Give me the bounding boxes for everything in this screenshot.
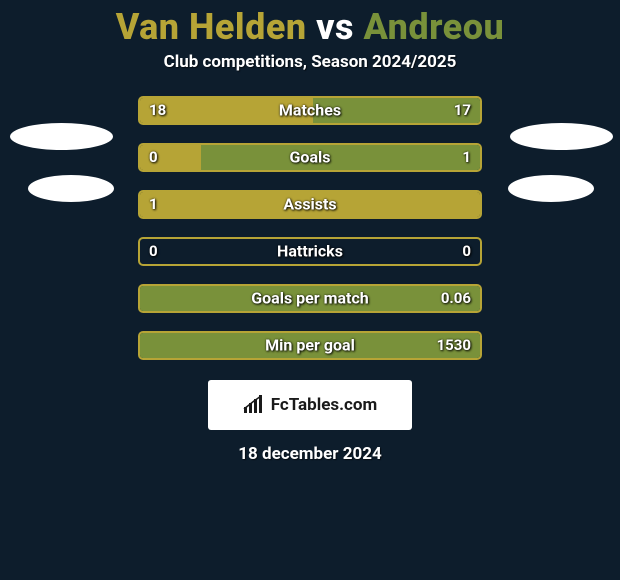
title-left: Van Helden bbox=[116, 6, 307, 48]
stat-bar-left bbox=[140, 192, 480, 217]
stat-value-right: 0 bbox=[462, 242, 471, 260]
stat-rows: Matches1817 Goals01 Assists1 Hattricks0 0 Goa… bbox=[0, 96, 620, 360]
stat-bar-left bbox=[140, 145, 201, 170]
bar-chart-icon bbox=[243, 395, 265, 415]
source-badge: FcTables.com bbox=[208, 380, 412, 430]
stat-label: Hattricks bbox=[140, 242, 480, 261]
stat-bar-left bbox=[140, 98, 313, 123]
stat-row: Goals01 bbox=[138, 143, 482, 172]
stat-bar-right bbox=[140, 286, 480, 311]
stat-bar-right bbox=[201, 145, 480, 170]
title-right: Andreou bbox=[363, 6, 504, 48]
stat-bar-right bbox=[313, 98, 480, 123]
source-badge-text: FcTables.com bbox=[271, 395, 377, 415]
page-title: Van Helden vs Andreou bbox=[0, 0, 620, 52]
stat-row: Goals per match0.06 bbox=[138, 284, 482, 313]
stat-bar-right bbox=[140, 333, 480, 358]
stat-value-left: 0 bbox=[149, 242, 158, 260]
stat-row: Hattricks0 0 bbox=[138, 237, 482, 266]
subtitle: Club competitions, Season 2024/2025 bbox=[0, 52, 620, 72]
title-vs: vs bbox=[307, 6, 364, 48]
stat-row: Matches1817 bbox=[138, 96, 482, 125]
footer-date: 18 december 2024 bbox=[0, 444, 620, 464]
stat-row: Assists1 bbox=[138, 190, 482, 219]
stat-row: Min per goal1530 bbox=[138, 331, 482, 360]
